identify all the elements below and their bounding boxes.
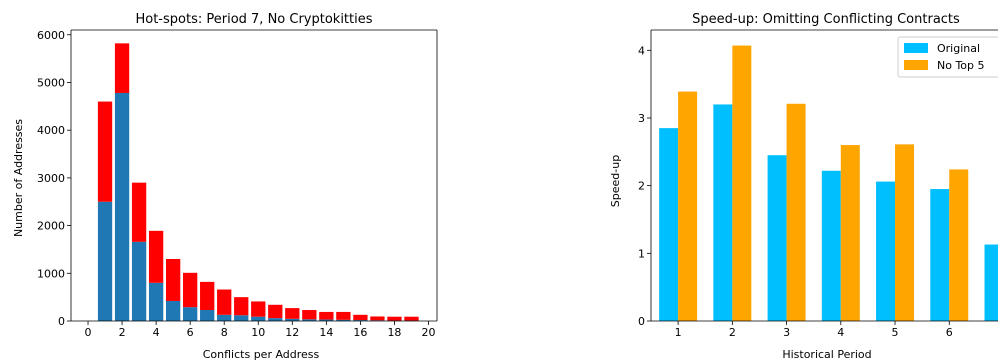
hotspots-bar-s1-x16 xyxy=(353,314,368,321)
speedup-ytick-label-4: 4 xyxy=(638,44,645,57)
hotspots-bar-s1-x1 xyxy=(97,101,113,202)
speedup-ytick-label-2: 2 xyxy=(638,180,645,193)
hotspots-ytick-label-6000: 6000 xyxy=(37,29,65,42)
speedup-xtick-label-2: 2 xyxy=(729,326,736,339)
speedup-bar-original-7 xyxy=(984,244,998,321)
speedup-bar-original-1 xyxy=(659,128,679,321)
speedup-legend-swatch-0 xyxy=(904,43,928,53)
speedup-bars xyxy=(659,45,998,322)
hotspots-xtick-label-4: 4 xyxy=(153,326,160,339)
hotspots-ytick-label-4000: 4000 xyxy=(37,124,65,137)
hotspots-bar-s1-x10 xyxy=(251,301,266,317)
hotspots-bar-s1-x12 xyxy=(285,308,300,319)
hotspots-bar-s0-x3 xyxy=(131,241,147,321)
speedup-bar-no-top5-5 xyxy=(895,144,915,321)
hotspots-bar-s0-x7 xyxy=(200,310,215,321)
hotspots-ytick-label-5000: 5000 xyxy=(37,76,65,89)
hotspots-bar-s1-x2 xyxy=(114,43,130,93)
speedup-xtick-label-5: 5 xyxy=(892,326,899,339)
hotspots-ytick-label-1000: 1000 xyxy=(37,267,65,280)
hotspots-axes: 0 2 4 6 8 10 12 14 16 18 20 0 1000 2000 3000 4000 5000 60… xyxy=(37,29,438,339)
hotspots-bar-s1-x15 xyxy=(336,311,351,320)
hotspots-bar-s1-x7 xyxy=(200,281,215,311)
hotspots-xtick-label-8: 8 xyxy=(221,326,228,339)
hotspots-bar-s0-x15 xyxy=(336,319,351,321)
hotspots-bar-s0-x8 xyxy=(217,314,232,321)
hotspots-bar-s0-x6 xyxy=(183,307,198,321)
hotspots-bar-s0-x12 xyxy=(285,318,300,321)
speedup-bar-original-2 xyxy=(713,104,733,321)
hotspots-xtick-label-20: 20 xyxy=(421,326,435,339)
speedup-xtick-label-6: 6 xyxy=(946,326,953,339)
speedup-ylabel: Speed-up xyxy=(609,155,622,207)
speedup-axes: 123456701234 xyxy=(638,29,998,339)
hotspots-ylabel: Number of Addresses xyxy=(12,119,25,237)
hotspots-bar-s1-x11 xyxy=(268,304,283,319)
speedup-ytick-label-1: 1 xyxy=(638,247,645,260)
speedup-bar-no-top5-1 xyxy=(678,91,698,322)
speedup-bar-original-5 xyxy=(876,181,896,321)
speedup-xlabel: Historical Period xyxy=(782,348,871,361)
hotspots-xtick-label-12: 12 xyxy=(285,326,299,339)
hotspots-ytick-label-2000: 2000 xyxy=(37,220,65,233)
hotspots-xtick-label-10: 10 xyxy=(251,326,265,339)
hotspots-bar-s0-x1 xyxy=(97,201,113,321)
hotspots-bar-s1-x13 xyxy=(302,310,317,320)
speedup-legend-label-1: No Top 5 xyxy=(937,59,985,72)
hotspots-bar-s1-x3 xyxy=(131,182,147,242)
hotspots-xtick-label-2: 2 xyxy=(119,326,126,339)
speedup-bar-no-top5-6 xyxy=(949,169,969,321)
hotspots-xtick-label-14: 14 xyxy=(319,326,333,339)
hotspots-bar-s1-x19 xyxy=(404,316,419,321)
speedup-ytick-label-3: 3 xyxy=(638,112,645,125)
speedup-bar-no-top5-2 xyxy=(732,45,752,321)
speedup-bar-no-top5-3 xyxy=(786,103,806,322)
hotspots-ytick-label-3000: 3000 xyxy=(37,172,65,185)
hotspots-bar-s1-x17 xyxy=(370,316,385,321)
speedup-legend-label-0: Original xyxy=(937,42,980,55)
hotspots-bar-s0-x14 xyxy=(319,319,334,321)
speedup-bar-original-3 xyxy=(767,155,787,321)
hotspots-xtick-label-6: 6 xyxy=(187,326,194,339)
hotspots-title: Hot-spots: Period 7, No Cryptokitties xyxy=(135,12,372,27)
hotspots-bar-s0-x2 xyxy=(114,92,130,321)
speedup-title: Speed-up: Omitting Conflicting Contracts xyxy=(692,12,960,27)
hotspots-xtick-label-18: 18 xyxy=(387,326,401,339)
hotspots-bar-s1-x8 xyxy=(217,289,232,315)
hotspots-bar-s0-x9 xyxy=(234,315,249,321)
hotspots-bar-s1-x5 xyxy=(165,258,181,301)
hotspots-bar-s1-x14 xyxy=(319,311,334,320)
hotspots-xlabel: Conflicts per Address xyxy=(203,348,320,361)
speedup-xtick-label-1: 1 xyxy=(675,326,682,339)
speedup-chart: Speed-up: Omitting Conflicting Contracts… xyxy=(609,12,998,361)
speedup-legend: Original No Top 5 xyxy=(897,36,998,78)
hotspots-bar-s1-x4 xyxy=(148,230,164,283)
hotspots-bar-s0-x10 xyxy=(251,316,266,321)
hotspots-bar-s1-x9 xyxy=(234,297,249,316)
speedup-xtick-label-3: 3 xyxy=(783,326,790,339)
hotspots-bar-s0-x13 xyxy=(302,319,317,321)
speedup-bar-original-4 xyxy=(821,170,841,321)
speedup-ytick-label-0: 0 xyxy=(638,315,645,328)
hotspots-bar-s0-x5 xyxy=(165,300,181,321)
hotspots-bar-s1-x6 xyxy=(183,272,198,308)
hotspots-bars xyxy=(97,43,419,321)
hotspots-bar-s0-x16 xyxy=(353,320,368,321)
speedup-bar-original-6 xyxy=(930,189,950,321)
hotspots-ytick-label-0: 0 xyxy=(58,315,65,328)
hotspots-bar-s0-x4 xyxy=(148,282,164,321)
hotspots-chart: Hot-spots: Period 7, No Cryptokitties 0 2… xyxy=(12,12,438,361)
speedup-bar-no-top5-4 xyxy=(840,145,860,321)
hotspots-bar-s1-x18 xyxy=(387,316,402,321)
hotspots-xtick-label-0: 0 xyxy=(85,326,92,339)
hotspots-bar-s0-x11 xyxy=(268,318,283,321)
speedup-xtick-label-4: 4 xyxy=(837,326,844,339)
hotspots-xtick-label-16: 16 xyxy=(353,326,367,339)
speedup-legend-swatch-1 xyxy=(904,60,928,70)
